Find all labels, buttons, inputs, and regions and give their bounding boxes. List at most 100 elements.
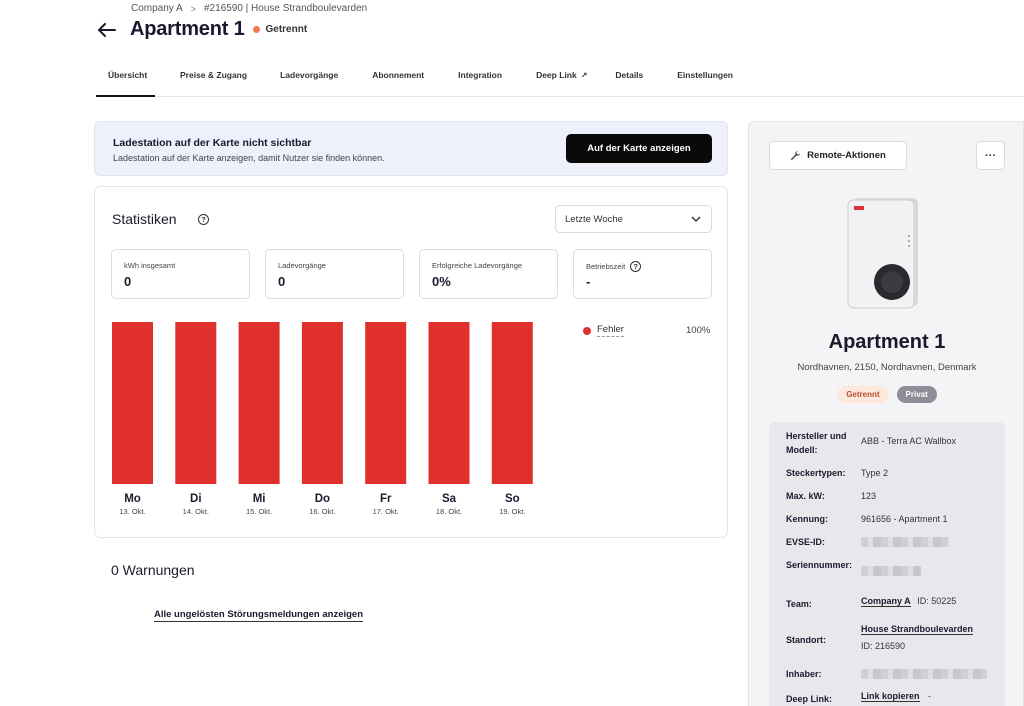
tab-ladevorgaenge[interactable]: Ladevorgänge xyxy=(280,70,339,80)
id-value: 961656 - Apartment 1 xyxy=(861,514,948,524)
team-id: ID: 50225 xyxy=(917,596,957,606)
tab-deep-link[interactable]: Deep Link ↗ xyxy=(536,70,588,80)
tick-label-day: Do xyxy=(315,493,330,505)
warnings-title: 0 Warnungen xyxy=(111,562,195,578)
tick-label-date: 16. Okt. xyxy=(309,507,335,516)
metric-successful-sessions: Erfolgreiche Ladevorgänge 0% xyxy=(419,249,558,299)
metric-label: kWh insgesamt xyxy=(124,261,176,270)
connector-label: Steckertypen: xyxy=(786,468,846,478)
deep-link-suffix: - xyxy=(928,691,932,701)
statistics-title: Statistiken xyxy=(112,211,177,227)
wrench-icon xyxy=(791,150,801,161)
id-label: Kennung: xyxy=(786,514,828,524)
back-arrow-icon[interactable] xyxy=(96,19,118,41)
period-select-value: Letzte Woche xyxy=(565,214,623,225)
serial-number-redacted xyxy=(861,566,921,576)
breadcrumb-company[interactable]: Company A xyxy=(131,3,183,14)
bar-sa[interactable] xyxy=(428,322,470,484)
metric-kwh-total: kWh insgesamt 0 xyxy=(111,249,250,299)
tick-label-date: 15. Okt. xyxy=(246,507,272,516)
tick-label-date: 13. Okt. xyxy=(119,507,145,516)
max-kw-label: Max. kW: xyxy=(786,491,825,501)
show-on-map-button[interactable]: Auf der Karte anzeigen xyxy=(566,134,712,163)
metric-value: 0 xyxy=(278,274,286,289)
metric-label: Betriebszeit ? xyxy=(586,261,642,272)
device-badges: Getrennt Privat xyxy=(749,386,1024,403)
breadcrumb-location[interactable]: #216590 | House Strandboulevarden xyxy=(203,3,368,14)
manufacturer-value: ABB - Terra AC Wallbox xyxy=(861,436,957,446)
tab-preise-zugang[interactable]: Preise & Zugang xyxy=(180,70,248,80)
tick-label-day: Mo xyxy=(124,493,141,505)
metric-uptime: Betriebszeit ? - xyxy=(573,249,712,299)
bar-so[interactable] xyxy=(491,322,533,484)
metric-label-text: Betriebszeit xyxy=(586,262,626,271)
copy-link-button[interactable]: Link kopieren xyxy=(861,691,920,702)
remote-actions-label: Remote-Aktionen xyxy=(807,150,886,161)
deep-link-label: Deep Link: xyxy=(786,694,833,704)
tick-label-date: 14. Okt. xyxy=(183,507,209,516)
tick-label-day: Fr xyxy=(380,493,392,505)
page-title: Apartment 1 xyxy=(130,18,245,40)
bar-do[interactable] xyxy=(301,322,343,484)
tick-label-date: 18. Okt. xyxy=(436,507,462,516)
max-kw-value: 123 xyxy=(861,491,877,501)
owner-label: Inhaber: xyxy=(786,669,822,679)
tab-abonnement[interactable]: Abonnement xyxy=(372,70,425,80)
breadcrumb: Company A > #216590 | House Strandboulev… xyxy=(131,3,367,14)
owner-redacted xyxy=(861,669,987,679)
evse-id-redacted xyxy=(861,537,949,547)
abb-logo-icon xyxy=(854,206,864,210)
legend-percent: 100% xyxy=(686,325,711,336)
chevron-down-icon xyxy=(691,216,701,223)
status-badge: Getrennt xyxy=(837,386,889,403)
status-text: Getrennt xyxy=(265,24,308,35)
legend-dot-icon xyxy=(583,327,591,335)
site-id: ID: 216590 xyxy=(861,641,906,651)
bar-fr[interactable] xyxy=(365,322,407,484)
tick-label-day: Di xyxy=(190,493,202,505)
serial-number-label: Seriennummer: xyxy=(786,560,853,570)
bar-di[interactable] xyxy=(175,322,217,484)
bar-mi[interactable] xyxy=(238,322,280,484)
tab-integration[interactable]: Integration xyxy=(458,70,503,80)
external-link-icon: ↗ xyxy=(580,71,588,80)
team-link[interactable]: Company A xyxy=(861,596,911,607)
device-details: Hersteller und Modell: ABB - Terra AC Wa… xyxy=(769,422,1005,706)
tick-label-day: So xyxy=(505,493,520,505)
tick-label-day: Mi xyxy=(253,493,266,505)
statistics-card: Statistiken ? Letzte Woche kWh insgesamt… xyxy=(94,186,728,538)
breadcrumb-separator: > xyxy=(190,3,196,14)
device-title: Apartment 1 xyxy=(828,331,946,353)
map-visibility-banner: Ladestation auf der Karte nicht sichtbar… xyxy=(94,121,728,176)
device-address: Nordhavnen, 2150, Nordhavnen, Denmark xyxy=(797,362,977,373)
site-label: Standort: xyxy=(786,635,826,645)
metric-value: 0% xyxy=(432,274,451,289)
banner-title: Ladestation auf der Karte nicht sichtbar xyxy=(113,137,312,149)
legend-label-fehler[interactable]: Fehler xyxy=(597,324,624,337)
banner-description: Ladestation auf der Karte anzeigen, dami… xyxy=(113,153,385,163)
site-link[interactable]: House Strandboulevarden xyxy=(861,624,974,635)
evse-id-label: EVSE-ID: xyxy=(786,537,826,547)
tab-details[interactable]: Details xyxy=(615,70,644,80)
manufacturer-label: Hersteller und Modell: xyxy=(786,431,847,455)
metric-label: Erfolgreiche Ladevorgänge xyxy=(432,261,523,270)
status-dot-icon xyxy=(252,26,260,33)
bar-mo[interactable] xyxy=(112,322,153,484)
team-label: Team: xyxy=(786,599,812,609)
metric-charging-sessions: Ladevorgänge 0 xyxy=(265,249,404,299)
tab-einstellungen[interactable]: Einstellungen xyxy=(677,70,733,80)
help-icon[interactable]: ? xyxy=(630,261,642,272)
show-unresolved-alerts-link[interactable]: Alle ungelösten Störungsmeldungen anzeig… xyxy=(154,609,364,622)
tab-uebersicht[interactable]: Übersicht xyxy=(96,62,155,97)
period-select[interactable]: Letzte Woche xyxy=(555,205,712,233)
more-options-button[interactable]: ··· xyxy=(976,141,1005,170)
device-side-panel: Remote-Aktionen ··· Apartment 1 Nordhavn… xyxy=(748,121,1024,706)
metric-value: 0 xyxy=(124,274,132,289)
connector-value: Type 2 xyxy=(861,468,889,478)
help-icon[interactable]: ? xyxy=(198,214,209,225)
tick-label-day: Sa xyxy=(442,493,457,505)
metric-value: - xyxy=(586,274,591,289)
remote-actions-button[interactable]: Remote-Aktionen xyxy=(769,141,907,170)
tick-label-date: 17. Okt. xyxy=(373,507,399,516)
metric-label: Ladevorgänge xyxy=(278,261,326,270)
